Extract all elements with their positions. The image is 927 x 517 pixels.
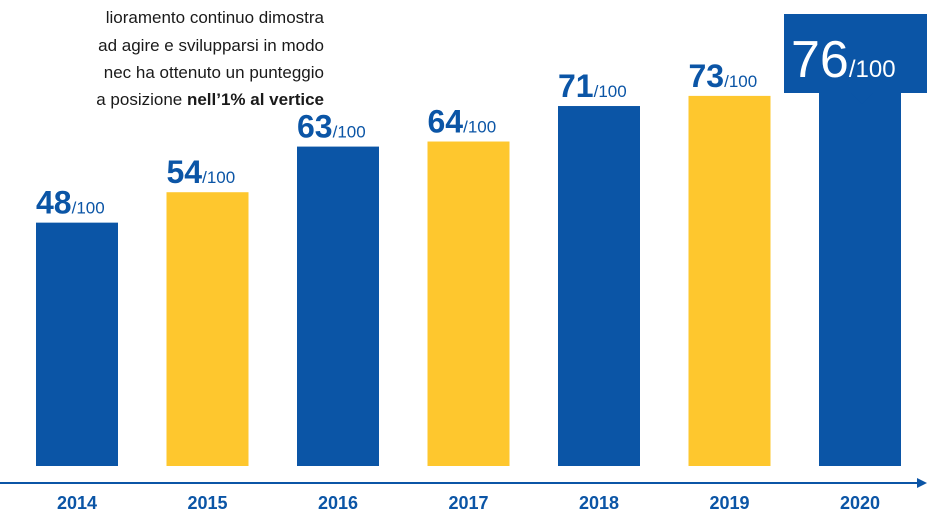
tick-labels-group: 2014 2015 2016 2017 2018 2019 2020 [57, 493, 880, 513]
tick-label-2016: 2016 [318, 493, 358, 513]
intro-line-2: ad agire e svilupparsi in modo [98, 36, 324, 55]
bars-group [36, 80, 901, 467]
x-axis-arrow-icon [917, 478, 927, 488]
value-label-suffix-2017: /100 [463, 118, 496, 137]
intro-line-3: nec ha ottenuto un punteggio [103, 63, 324, 82]
value-label-2014: 48/100 [36, 185, 105, 221]
value-label-2015: 54/100 [167, 154, 236, 190]
callout-pointer-icon [851, 93, 873, 104]
value-label-suffix-2015: /100 [202, 168, 235, 187]
value-label-number-2017: 64 [428, 104, 464, 140]
tick-label-2017: 2017 [448, 493, 488, 513]
tick-label-2015: 2015 [187, 493, 227, 513]
callout-box [784, 14, 927, 93]
value-label-2019: 73/100 [689, 58, 758, 94]
value-label-number-2020: 76 [791, 31, 849, 89]
intro-line-4-normal: a posizione [96, 90, 187, 109]
bar-2018 [558, 106, 640, 466]
intro-line-1: lioramento continuo dimostra [105, 8, 324, 27]
value-label-number-2018: 71 [558, 68, 594, 104]
tick-label-2020: 2020 [840, 493, 880, 513]
value-label-suffix-2019: /100 [724, 72, 757, 91]
value-label-2017: 64/100 [428, 104, 497, 140]
value-label-2018: 71/100 [558, 68, 627, 104]
bar-2020 [819, 80, 901, 467]
value-label-suffix-2020: /100 [849, 56, 896, 83]
tick-label-2014: 2014 [57, 493, 97, 513]
tick-label-2018: 2018 [579, 493, 619, 513]
value-label-2020: 76/100 [791, 31, 896, 89]
value-label-suffix-2014: /100 [72, 199, 105, 218]
value-label-number-2015: 54 [167, 154, 203, 190]
tick-label-2019: 2019 [709, 493, 749, 513]
bar-2019 [688, 95, 771, 466]
value-label-number-2014: 48 [36, 185, 72, 221]
x-axis [0, 478, 927, 488]
bar-2016 [297, 146, 379, 466]
value-label-suffix-2016: /100 [333, 123, 366, 142]
bar-2015 [166, 192, 249, 466]
intro-text: lioramento continuo dimostra ad agire e … [0, 0, 330, 140]
bar-2014 [36, 222, 118, 466]
value-label-number-2016: 63 [297, 109, 333, 145]
intro-line-4-bold: nell’1% al vertice [186, 90, 324, 109]
value-label-suffix-2018: /100 [594, 82, 627, 101]
intro-line-4: a posizione nell’1% al vertice [96, 90, 324, 110]
value-label-number-2019: 73 [689, 58, 725, 94]
bar-2017 [427, 141, 510, 466]
value-label-2016: 63/100 [297, 109, 366, 145]
